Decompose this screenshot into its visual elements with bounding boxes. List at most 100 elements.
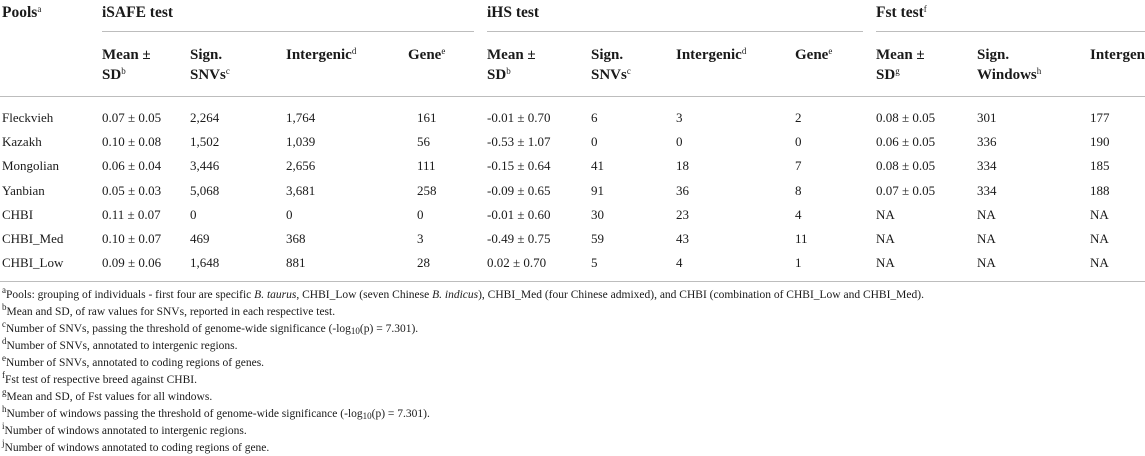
- group-header-ihs: iHS test: [487, 4, 539, 22]
- cell-ihs-sign: 0: [591, 134, 598, 149]
- pool-name-cell: CHBI_Med: [2, 231, 64, 246]
- subheader-ihs-gene: Genee: [795, 45, 832, 65]
- footnote-d: dNumber of SNVs, annotated to intergenic…: [2, 336, 238, 353]
- cell-ihs-mean: -0.53 ± 1.07: [487, 134, 551, 149]
- cell-ihs-gene: 7: [795, 158, 802, 173]
- footnote-j: jNumber of windows annotated to coding r…: [2, 438, 270, 455]
- subheader-sup: g: [895, 66, 900, 76]
- footnote-text: (p) = 7.301).: [359, 323, 419, 335]
- cell-isafe-sign: 0: [190, 207, 197, 222]
- footnote-marker: j: [2, 438, 5, 448]
- cell-isafe-gene: 258: [417, 183, 437, 198]
- cell-isafe-gene: 161: [417, 110, 437, 125]
- cell-fst-sign: NA: [977, 255, 996, 270]
- subheader-line1: Gene: [408, 47, 442, 63]
- footnote-marker: e: [2, 353, 6, 363]
- subheader-line1: Intergen: [1090, 47, 1145, 63]
- footnote-marker: f: [2, 370, 5, 380]
- pool-name-cell: Yanbian: [2, 183, 45, 198]
- footnote-marker: d: [2, 336, 7, 346]
- subheader-sup: c: [225, 66, 230, 76]
- pools-header-label: Pools: [2, 4, 38, 21]
- footnote-marker: a: [2, 285, 6, 295]
- cell-ihs-gene: 8: [795, 183, 802, 198]
- footnote-marker: c: [2, 319, 6, 329]
- subheader-isafe-intergenic: Intergenicd: [286, 45, 356, 65]
- pool-name-cell: Mongolian: [2, 158, 60, 173]
- group-header-isafe-label: iSAFE test: [102, 4, 174, 21]
- footnote-text: Mean and SD, of Fst values for all windo…: [6, 391, 213, 403]
- subheader-sup: b: [506, 66, 511, 76]
- cell-isafe-sign: 5,068: [190, 183, 220, 198]
- cell-ihs-mean: -0.09 ± 0.65: [487, 183, 551, 198]
- subheader-sup: d: [741, 46, 747, 56]
- subheader-fst-sign: Sign. Windowsh: [977, 45, 1041, 85]
- footnote-text: ), CHBI_Med (four Chinese admixed), and …: [478, 289, 924, 301]
- pool-name-cell: Fleckvieh: [2, 110, 54, 125]
- cell-isafe-intergenic: 1,764: [286, 110, 316, 125]
- footnote-marker: i: [2, 421, 5, 431]
- cell-fst-intergenic: 190: [1090, 134, 1110, 149]
- cell-fst-intergenic: 177: [1090, 110, 1110, 125]
- subheader-sup: e: [441, 46, 446, 56]
- cell-isafe-intergenic: 1,039: [286, 134, 316, 149]
- cell-ihs-gene: 2: [795, 110, 802, 125]
- cell-ihs-intergenic: 36: [676, 183, 689, 198]
- subheader-isafe-mean: Mean ± SDb: [102, 45, 151, 85]
- footnote-text: Number of windows annotated to coding re…: [4, 442, 270, 454]
- footnote-subscript: 10: [350, 326, 360, 336]
- footnote-text: Number of SNVs, annotated to coding regi…: [6, 357, 265, 369]
- subheader-line1: Gene: [795, 47, 829, 63]
- subheader-sup: b: [121, 66, 126, 76]
- cell-fst-sign: 334: [977, 158, 997, 173]
- cell-isafe-gene: 0: [417, 207, 424, 222]
- subheader-fst-intergenic: Intergen: [1090, 45, 1145, 65]
- subheader-sup: c: [626, 66, 631, 76]
- subheader-sup: h: [1036, 66, 1042, 76]
- subheader-fst-mean: Mean ± SDg: [876, 45, 925, 85]
- footnote-text: (p) = 7.301).: [371, 408, 430, 420]
- footnote-text: , CHBI_Low (seven Chinese: [296, 289, 433, 301]
- cell-ihs-sign: 59: [591, 231, 604, 246]
- cell-ihs-gene: 11: [795, 231, 808, 246]
- cell-isafe-gene: 28: [417, 255, 430, 270]
- subheader-line1: Mean ±: [487, 47, 536, 63]
- cell-fst-sign: 336: [977, 134, 997, 149]
- cell-isafe-intergenic: 368: [286, 231, 306, 246]
- footnote-marker: b: [2, 302, 7, 312]
- group-header-fst: Fst testf: [876, 4, 927, 22]
- footnote-text: Fst test of respective breed against CHB…: [5, 374, 197, 386]
- cell-ihs-sign: 41: [591, 158, 604, 173]
- subheader-ihs-sign: Sign. SNVsc: [591, 45, 631, 85]
- group-header-isafe: iSAFE test: [102, 4, 173, 22]
- cell-ihs-mean: -0.49 ± 0.75: [487, 231, 551, 246]
- cell-isafe-gene: 111: [417, 158, 436, 173]
- footnote-italic: B. taurus: [254, 289, 297, 301]
- cell-isafe-mean: 0.10 ± 0.08: [102, 134, 162, 149]
- cell-isafe-mean: 0.10 ± 0.07: [102, 231, 162, 246]
- group-header-ihs-label: iHS test: [487, 4, 540, 21]
- group-rule-isafe: [102, 31, 474, 32]
- group-header-fst-sup: f: [923, 4, 927, 14]
- pool-name-cell: CHBI_Low: [2, 255, 64, 270]
- footnote-b: bMean and SD, of raw values for SNVs, re…: [2, 302, 335, 319]
- subheader-line1: Intergenic: [676, 47, 742, 63]
- subheader-line2: SD: [876, 67, 896, 83]
- subheader-sup: e: [828, 46, 833, 56]
- cell-ihs-intergenic: 18: [676, 158, 689, 173]
- subheader-isafe-gene: Genee: [408, 45, 445, 65]
- subheader-line2: SNVs: [190, 67, 226, 83]
- cell-fst-intergenic: NA: [1090, 255, 1109, 270]
- footnote-f: fFst test of respective breed against CH…: [2, 370, 197, 387]
- pools-header: Poolsa: [2, 4, 41, 22]
- cell-fst-mean: 0.08 ± 0.05: [876, 110, 936, 125]
- subheader-line1: Intergenic: [286, 47, 352, 63]
- subheader-line1: Mean ±: [876, 47, 925, 63]
- cell-isafe-mean: 0.05 ± 0.03: [102, 183, 162, 198]
- footnote-text: Number of windows annotated to intergeni…: [4, 425, 247, 437]
- subheader-line1: Sign.: [591, 47, 624, 63]
- footnote-c: cNumber of SNVs, passing the threshold o…: [2, 319, 419, 336]
- cell-fst-mean: 0.08 ± 0.05: [876, 158, 936, 173]
- cell-isafe-intergenic: 2,656: [286, 158, 316, 173]
- cell-fst-mean: 0.07 ± 0.05: [876, 183, 936, 198]
